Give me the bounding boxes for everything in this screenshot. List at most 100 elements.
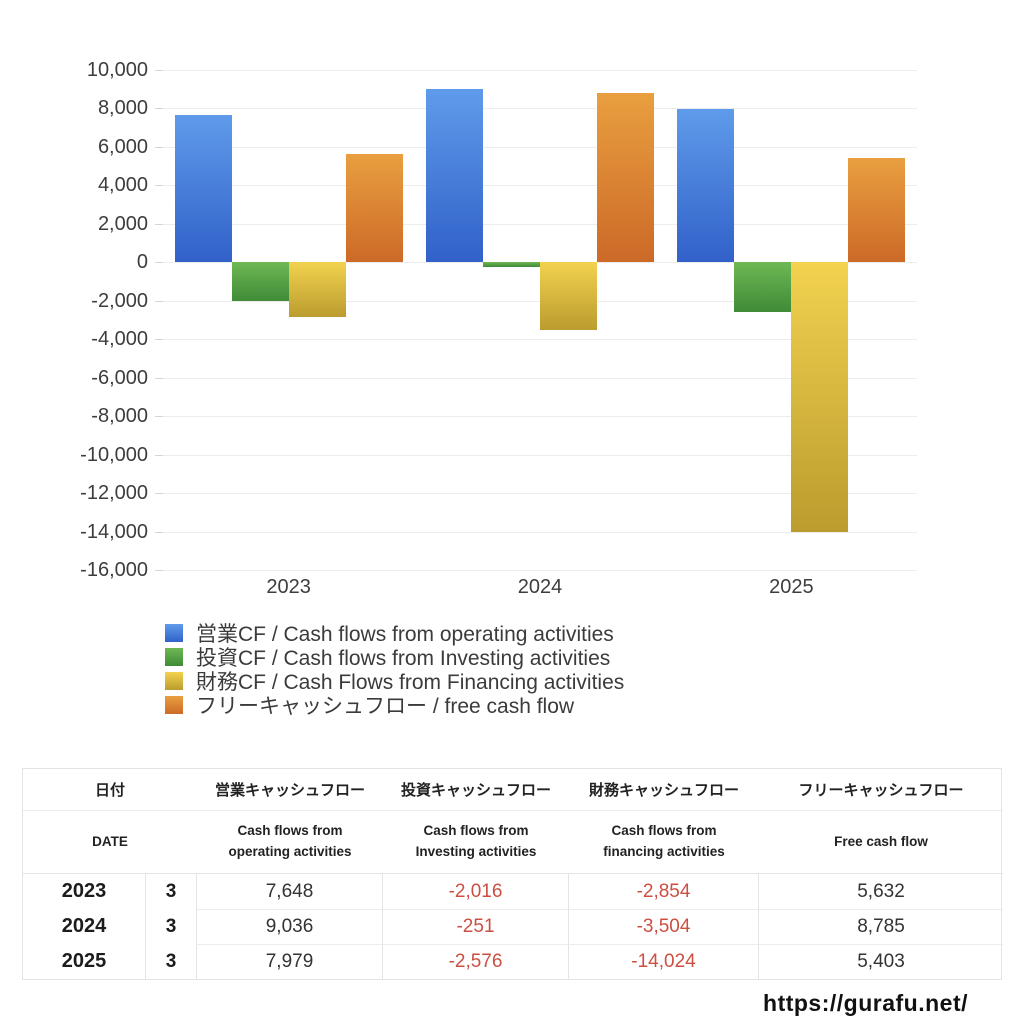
table-cell-value: -251 [383, 909, 569, 944]
gridline [163, 146, 917, 148]
axis-tick [155, 339, 163, 341]
gridline [163, 377, 917, 379]
bar-2024-series-1 [483, 262, 540, 268]
site-url: https://gurafu.net/ [763, 990, 968, 1016]
table-cell-value: 5,403 [759, 944, 1003, 979]
table-cell-value: 5,632 [857, 880, 905, 902]
bar-2025-series-3 [848, 158, 906, 263]
x-axis-label: 2025 [769, 576, 814, 598]
gridline [163, 223, 917, 225]
table-cell-month: 3 [146, 874, 197, 909]
table-header-en: Cash flows from Investing activities [383, 811, 569, 874]
legend-item-0: 営業CF / Cash flows from operating activit… [165, 621, 624, 646]
axis-tick [155, 377, 163, 379]
legend-swatch-icon [165, 648, 183, 666]
gridline [163, 570, 917, 571]
axis-tick [155, 300, 163, 302]
gridline [163, 531, 917, 533]
axis-tick [155, 146, 163, 148]
table-cell-value: -2,016 [383, 874, 569, 909]
axis-tick [155, 416, 163, 418]
table-cell-value: 7,648 [197, 874, 383, 909]
table-cell-value: 7,979 [197, 944, 383, 979]
table-header-en: Cash flows from operating activities [197, 811, 383, 874]
legend-item-1: 投資CF / Cash flows from Investing activit… [165, 645, 624, 670]
gridline [163, 108, 917, 110]
gridline [163, 185, 917, 187]
table-header-ja: 営業キャッシュフロー [197, 769, 383, 811]
y-axis-label: -8,000 [91, 405, 148, 428]
bar-2025-series-0 [677, 108, 735, 263]
gridline [163, 493, 917, 495]
legend-item-2: 財務CF / Cash Flows from Financing activit… [165, 669, 625, 694]
bar-2023-series-0 [174, 115, 232, 263]
bar-2023-series-2 [288, 262, 346, 318]
gridline [163, 416, 917, 418]
axis-tick [155, 570, 163, 571]
table-cell-year: 2025 [23, 944, 146, 979]
axis-tick [155, 454, 163, 456]
cashflow-bar-chart: 10,000 8,000 6,000 4,000 2,000 0 -2,000 -4,000 -… [80, 59, 917, 598]
y-axis-label: 0 [136, 251, 148, 274]
legend-swatch-icon [165, 624, 183, 642]
axis-tick [155, 493, 163, 495]
table-cell-value: 9,036 [197, 909, 383, 944]
axis-tick [155, 262, 163, 264]
table-header-ja: 投資キャッシュフロー [383, 769, 569, 811]
axis-tick [155, 531, 163, 533]
chart-legend: 営業CF / Cash flows from operating activit… [165, 621, 625, 718]
legend-label: 投資CF / Cash flows from Investing activit… [196, 647, 611, 670]
gridline [163, 454, 917, 456]
table-cell-month: 3 [146, 909, 197, 944]
cashflow-data-table: 日付 営業キャッシュフロー 投資キャッシュフロー 財務キャッシュフロー フリーキャッシュ… [22, 768, 1003, 980]
bar-2024-series-0 [426, 88, 483, 263]
y-axis-label: -4,000 [91, 328, 148, 351]
bar-2024-series-3 [597, 93, 654, 263]
axis-tick [155, 70, 163, 71]
table-cell-month: 3 [146, 944, 197, 979]
table-header-en: Free cash flow [759, 811, 1003, 874]
legend-label: 財務CF / Cash Flows from Financing activit… [196, 671, 625, 694]
table-cell-value: -2,576 [383, 944, 569, 979]
y-axis-label: -2,000 [91, 289, 148, 312]
y-axis-label: 4,000 [97, 174, 148, 197]
table-header-en: DATE [23, 811, 197, 874]
table-cell-value: 8,785 [759, 909, 1003, 944]
axis-tick [155, 185, 163, 187]
y-axis-label: 6,000 [97, 135, 148, 158]
axis-tick [155, 108, 163, 110]
table-cell-year: 2024 [23, 909, 146, 944]
y-axis-label: -14,000 [80, 520, 148, 543]
axis-tick [155, 223, 163, 225]
bar-2024-series-2 [540, 262, 597, 330]
y-axis-label: -10,000 [80, 443, 148, 466]
legend-swatch-icon [165, 672, 183, 690]
bar-2023-series-3 [345, 154, 403, 263]
y-axis-label: -16,000 [80, 559, 148, 581]
gridline [163, 70, 917, 71]
y-axis-label: 2,000 [97, 212, 148, 235]
legend-label: フリーキャッシュフロー / free cash flow [196, 695, 575, 718]
bar-2025-series-2 [791, 262, 849, 532]
x-axis-label: 2024 [517, 576, 563, 598]
bar-2023-series-1 [231, 262, 289, 302]
table-cell-value: -2,854 [569, 874, 759, 909]
y-axis-label: 10,000 [86, 59, 148, 81]
bar-2025-series-1 [734, 262, 792, 312]
table-header-en: Cash flows from financing activities [569, 811, 759, 874]
table-cell-value: -14,024 [569, 944, 759, 979]
table-header-ja: 財務キャッシュフロー [569, 769, 759, 811]
y-axis-label: -6,000 [91, 366, 148, 389]
legend-swatch-icon [165, 696, 183, 714]
legend-item-3: フリーキャッシュフロー / free cash flow [165, 693, 624, 718]
gridline [163, 339, 917, 341]
table-header-ja: 日付 [23, 769, 197, 811]
x-axis-label: 2023 [266, 576, 311, 598]
legend-label: 営業CF / Cash flows from operating activit… [196, 623, 614, 646]
table-cell-value: -3,504 [569, 909, 759, 944]
table-cell-year: 2023 [23, 874, 146, 909]
y-axis-label: 8,000 [97, 97, 148, 120]
y-axis-label: -12,000 [80, 482, 148, 505]
table-header-ja: フリーキャッシュフロー [759, 769, 1003, 811]
